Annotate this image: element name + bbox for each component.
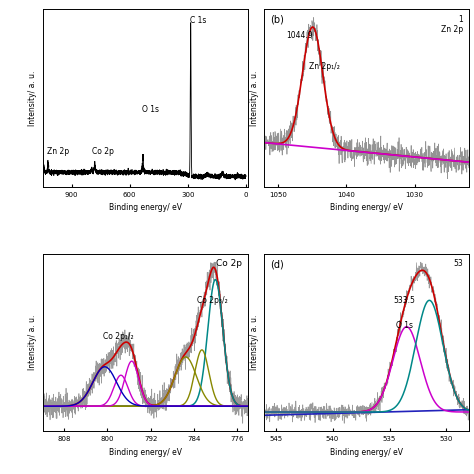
X-axis label: Binding energy/ eV: Binding energy/ eV [109, 448, 182, 457]
Text: (b): (b) [270, 15, 284, 25]
X-axis label: Binding energy/ eV: Binding energy/ eV [109, 203, 182, 212]
Text: (d): (d) [270, 259, 284, 269]
Text: Zn 2p₁/₂: Zn 2p₁/₂ [309, 62, 340, 71]
Y-axis label: Intensity/ a. u.: Intensity/ a. u. [28, 71, 37, 126]
X-axis label: Binding energy/ eV: Binding energy/ eV [330, 448, 403, 457]
Y-axis label: Intensity/ a. u.: Intensity/ a. u. [28, 315, 37, 370]
Y-axis label: Intensity/ a. u.: Intensity/ a. u. [250, 315, 259, 370]
Text: O 1s: O 1s [142, 105, 159, 114]
Text: Co 2p: Co 2p [92, 147, 114, 156]
Text: O 1s: O 1s [396, 320, 413, 329]
X-axis label: Binding energy/ eV: Binding energy/ eV [330, 203, 403, 212]
Text: 533.5: 533.5 [393, 296, 415, 305]
Text: 53: 53 [453, 259, 463, 268]
Text: Co 2p₁/₂: Co 2p₁/₂ [103, 332, 134, 341]
Text: Co 2p: Co 2p [216, 259, 242, 268]
Y-axis label: Intensity/ a. u.: Intensity/ a. u. [250, 71, 259, 126]
Text: Co 2p₃/₂: Co 2p₃/₂ [197, 296, 228, 305]
Text: 1044.9: 1044.9 [286, 31, 313, 40]
Text: Zn 2p: Zn 2p [47, 147, 69, 156]
Text: 1
Zn 2p: 1 Zn 2p [441, 15, 463, 34]
Text: C 1s: C 1s [190, 16, 207, 25]
